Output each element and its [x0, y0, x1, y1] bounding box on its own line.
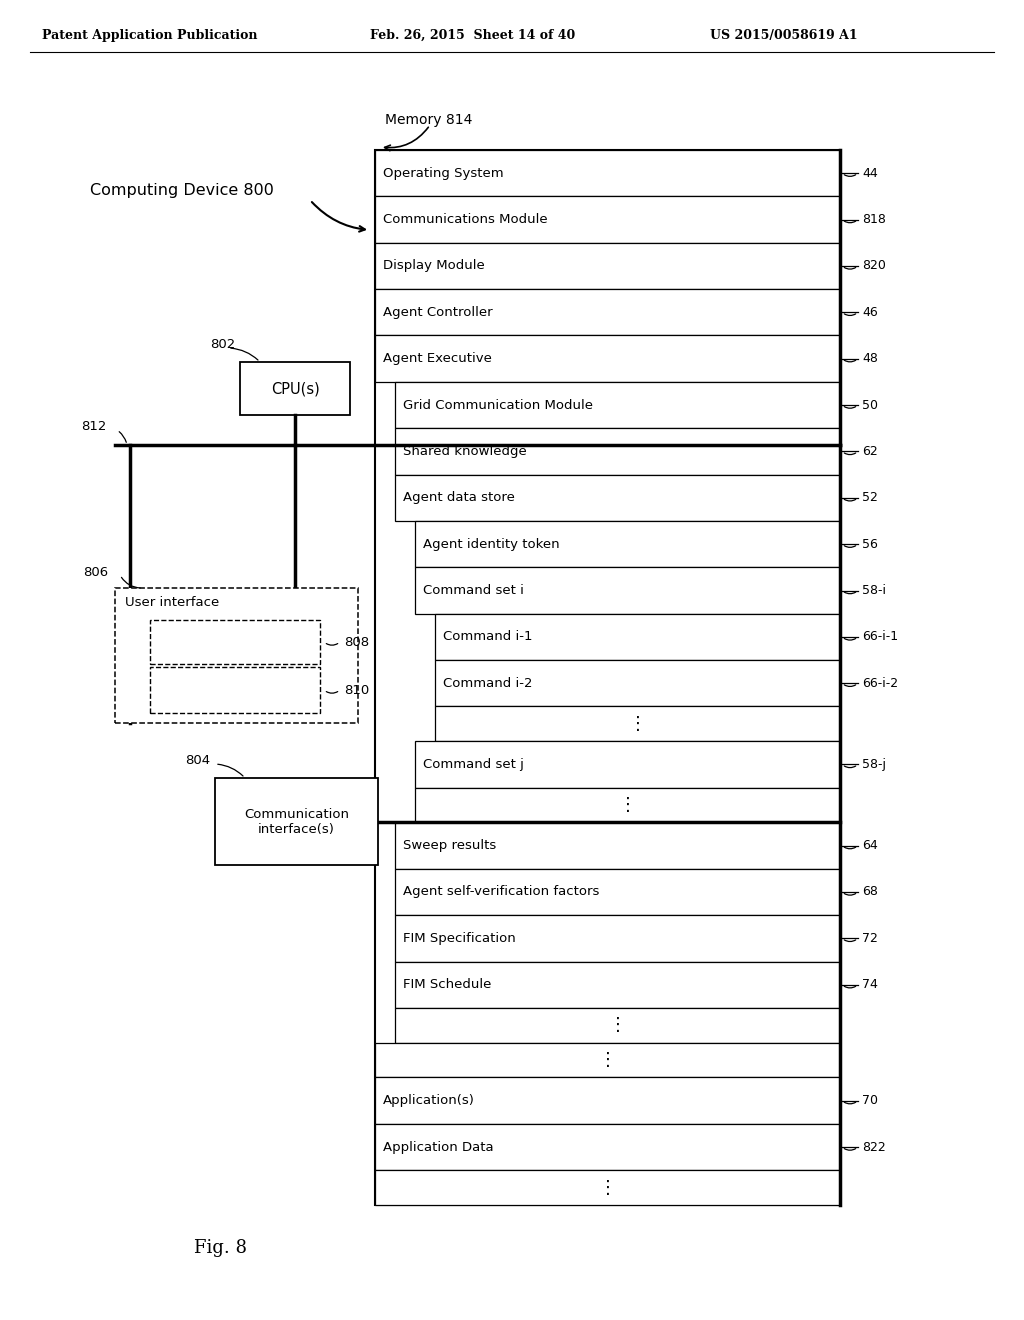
- Bar: [395, 915, 840, 961]
- Bar: [375, 335, 840, 381]
- Bar: [150, 620, 319, 664]
- Text: 56: 56: [862, 537, 878, 550]
- Bar: [375, 1171, 840, 1205]
- Text: Agent Controller: Agent Controller: [383, 306, 493, 319]
- Text: 74: 74: [862, 978, 878, 991]
- Text: FIM Schedule: FIM Schedule: [403, 978, 492, 991]
- Text: Feb. 26, 2015  Sheet 14 of 40: Feb. 26, 2015 Sheet 14 of 40: [370, 29, 575, 41]
- Bar: [395, 869, 840, 915]
- Bar: [415, 742, 840, 788]
- Text: Display Module: Display Module: [383, 260, 484, 272]
- Text: 804: 804: [185, 755, 210, 767]
- Text: 62: 62: [862, 445, 878, 458]
- Text: 66-i-2: 66-i-2: [862, 677, 898, 690]
- Bar: [150, 667, 319, 713]
- Text: 822: 822: [862, 1140, 886, 1154]
- Text: 68: 68: [862, 886, 878, 899]
- Bar: [415, 568, 840, 614]
- Bar: [375, 1123, 840, 1171]
- Text: Command set i: Command set i: [423, 583, 524, 597]
- Text: 812: 812: [82, 421, 106, 433]
- Bar: [375, 1077, 840, 1123]
- Text: 48: 48: [862, 352, 878, 366]
- Text: Agent data store: Agent data store: [403, 491, 515, 504]
- Text: 810: 810: [344, 684, 370, 697]
- Text: Command set j: Command set j: [423, 758, 524, 771]
- Bar: [375, 289, 840, 335]
- Text: 820: 820: [862, 260, 886, 272]
- Text: 52: 52: [862, 491, 878, 504]
- Text: Command i-2: Command i-2: [443, 677, 532, 690]
- Text: ⋮: ⋮: [598, 1051, 616, 1069]
- Text: 46: 46: [862, 306, 878, 319]
- Text: 66-i-1: 66-i-1: [862, 631, 898, 643]
- Text: Grid Communication Module: Grid Communication Module: [403, 399, 593, 412]
- Bar: [375, 150, 840, 1205]
- Text: 806: 806: [83, 566, 108, 579]
- Bar: [395, 381, 840, 428]
- Text: Communications Module: Communications Module: [383, 213, 548, 226]
- Text: Display: Display: [211, 635, 259, 648]
- Bar: [395, 428, 840, 475]
- Text: ⋮: ⋮: [629, 715, 646, 733]
- Text: Fig. 8: Fig. 8: [194, 1239, 247, 1257]
- Text: 58-i: 58-i: [862, 583, 886, 597]
- Text: 44: 44: [862, 166, 878, 180]
- Text: Agent identity token: Agent identity token: [423, 537, 560, 550]
- Text: Computing Device 800: Computing Device 800: [90, 182, 273, 198]
- Bar: [415, 521, 840, 568]
- Text: Communication
interface(s): Communication interface(s): [244, 808, 349, 836]
- Text: ⋮: ⋮: [618, 796, 637, 814]
- Text: 818: 818: [862, 213, 886, 226]
- Bar: [435, 614, 840, 660]
- Bar: [375, 197, 840, 243]
- Text: Sweep results: Sweep results: [403, 840, 497, 853]
- Bar: [375, 243, 840, 289]
- Text: ⋮: ⋮: [608, 1016, 627, 1035]
- Text: Input Device /
Mechanism: Input Device / Mechanism: [191, 676, 279, 704]
- Text: 72: 72: [862, 932, 878, 945]
- Text: Patent Application Publication: Patent Application Publication: [42, 29, 257, 41]
- Text: Agent self-verification factors: Agent self-verification factors: [403, 886, 599, 899]
- Text: 64: 64: [862, 840, 878, 853]
- Text: User interface: User interface: [125, 595, 219, 609]
- Text: Application Data: Application Data: [383, 1140, 494, 1154]
- Bar: [115, 587, 358, 723]
- Text: Operating System: Operating System: [383, 166, 504, 180]
- Bar: [395, 961, 840, 1008]
- Bar: [215, 777, 378, 865]
- Bar: [395, 822, 840, 869]
- Bar: [435, 660, 840, 706]
- Bar: [375, 150, 840, 197]
- Text: FIM Specification: FIM Specification: [403, 932, 516, 945]
- Bar: [395, 1008, 840, 1043]
- Bar: [395, 475, 840, 521]
- Text: 802: 802: [210, 338, 236, 351]
- Text: ⋮: ⋮: [598, 1179, 616, 1197]
- Bar: [435, 706, 840, 742]
- Text: Application(s): Application(s): [383, 1094, 475, 1107]
- Text: Memory 814: Memory 814: [385, 114, 472, 127]
- Text: 58-j: 58-j: [862, 758, 886, 771]
- Bar: [415, 788, 840, 822]
- Text: US 2015/0058619 A1: US 2015/0058619 A1: [710, 29, 858, 41]
- Bar: [240, 362, 350, 414]
- Text: CPU(s): CPU(s): [270, 381, 319, 396]
- Text: 50: 50: [862, 399, 878, 412]
- Text: 70: 70: [862, 1094, 878, 1107]
- Text: Agent Executive: Agent Executive: [383, 352, 492, 366]
- Bar: [375, 1043, 840, 1077]
- Text: Shared knowledge: Shared knowledge: [403, 445, 526, 458]
- Text: 808: 808: [344, 635, 369, 648]
- Text: Command i-1: Command i-1: [443, 631, 532, 643]
